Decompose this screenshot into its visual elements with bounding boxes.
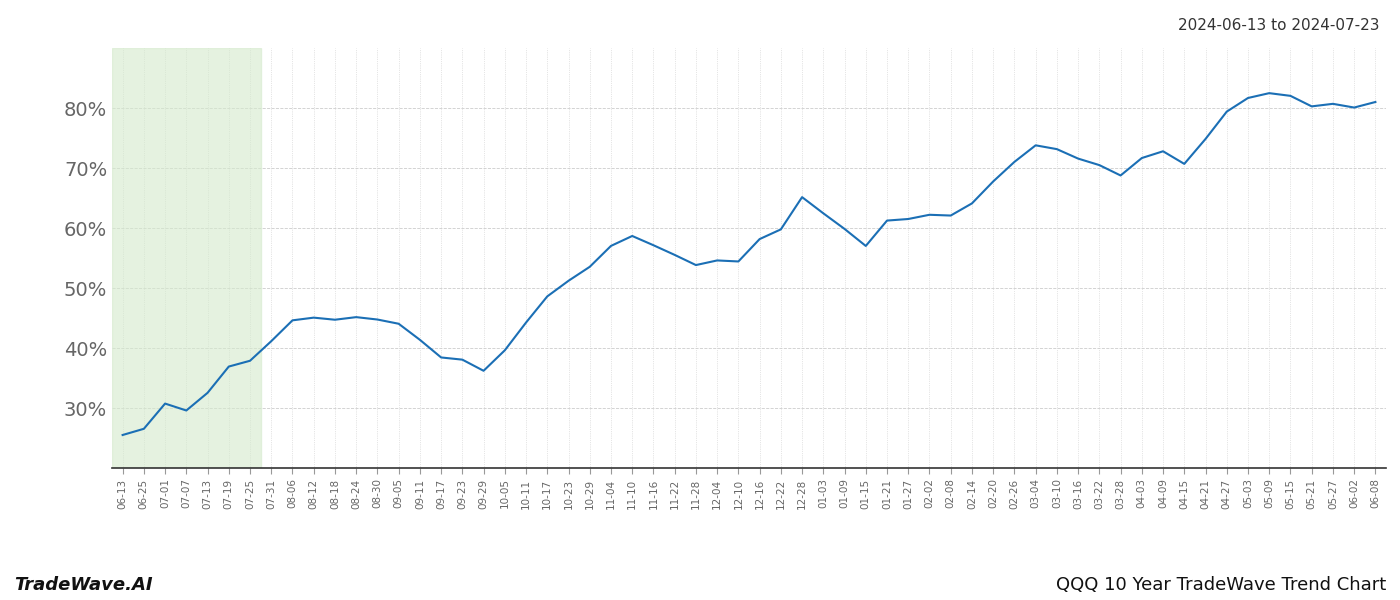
Text: QQQ 10 Year TradeWave Trend Chart: QQQ 10 Year TradeWave Trend Chart [1056, 576, 1386, 594]
Text: TradeWave.AI: TradeWave.AI [14, 576, 153, 594]
Text: 2024-06-13 to 2024-07-23: 2024-06-13 to 2024-07-23 [1177, 18, 1379, 33]
Bar [112, 48, 260, 468]
